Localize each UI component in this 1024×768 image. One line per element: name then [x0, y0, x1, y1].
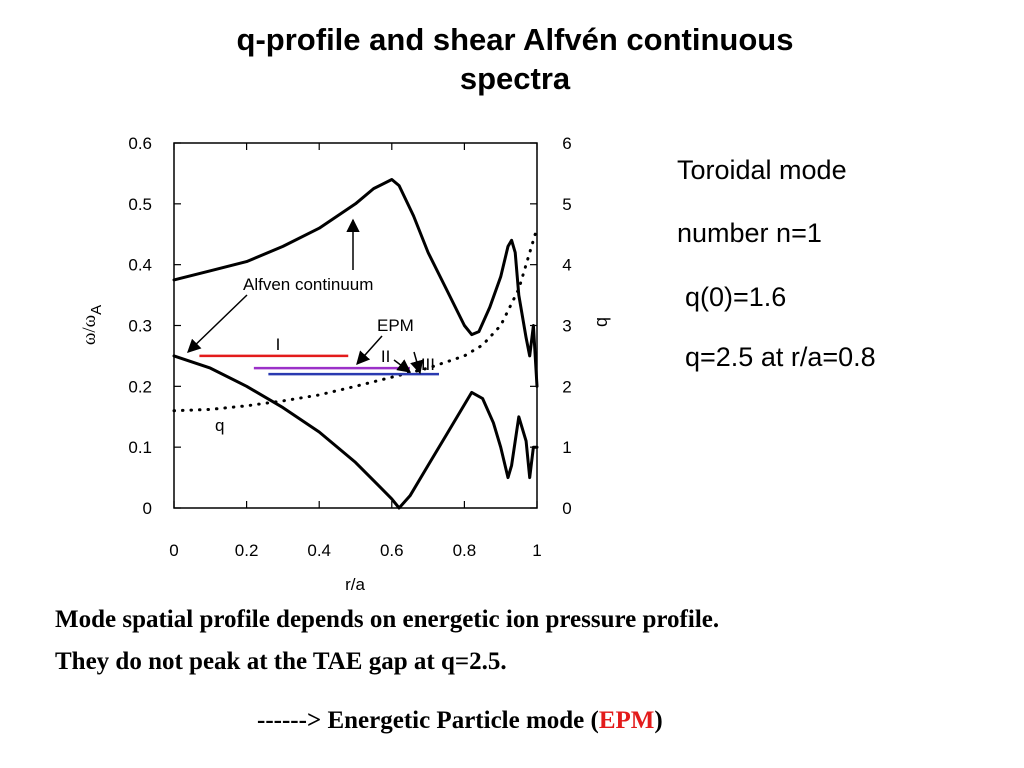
series-line-continuum-upper [172, 178, 539, 388]
y-tick-label: 0 [143, 499, 152, 518]
x-tick-label: 0.6 [380, 541, 404, 560]
x-tick-label: 1 [532, 541, 541, 560]
y2-axis-label-text: b [593, 317, 613, 327]
caption-line-3: ------> Energetic Particle mode (EPM) [257, 707, 663, 735]
x-tick-label: 0.8 [453, 541, 477, 560]
y-tick-label: 0.5 [128, 195, 152, 214]
ticks-group: 0 0.2 0.4 0.6 0.8 1 0 0.1 0.2 0.3 0.4 0.5 0.6 0 1 2 3 4 5 6 [128, 134, 571, 560]
caption-epm-highlight: EPM [598, 707, 655, 734]
x-tick-label: 0 [169, 541, 178, 560]
y2-tick-label: 4 [562, 256, 571, 275]
mode-label-III: III [421, 355, 435, 374]
mode-label-I: I [276, 335, 281, 354]
epm-label: EPM [377, 316, 414, 335]
y2-tick-label: 5 [562, 195, 571, 214]
x-axis-label: r/a [345, 575, 365, 594]
series-line-continuum-lower [172, 354, 539, 510]
y-tick-label: 0.6 [128, 134, 152, 153]
x-tick-label: 0.2 [235, 541, 259, 560]
epm-arrow [356, 335, 383, 366]
y-axis-label: ω/ωA [79, 305, 105, 345]
y2-tick-label: 1 [562, 438, 571, 457]
x-tick-label: 0.4 [307, 541, 331, 560]
caption-line-1: Mode spatial profile depends on energeti… [55, 606, 720, 633]
info-mode-number: number n=1 [677, 218, 822, 248]
y2-tick-label: 3 [562, 317, 571, 336]
caption-line-2: They do not peak at the TAE gap at q=2.5… [55, 648, 507, 675]
mode-iii-arrow [410, 351, 424, 375]
y-tick-label: 0.3 [128, 317, 152, 336]
mode-label-II: II [381, 347, 390, 366]
q-profile-chart: 0 0.2 0.4 0.6 0.8 1 0 0.1 0.2 0.3 0.4 0.5 0.6 0 1 2 3 4 5 6… [79, 134, 613, 594]
y2-tick-label: 0 [562, 499, 571, 518]
y2-tick-label: 2 [562, 377, 571, 396]
mode-ii-arrow [393, 359, 412, 373]
info-q-at-ra: q=2.5 at r/a=0.8 [685, 342, 876, 372]
info-toroidal-mode: Toroidal mode [677, 155, 847, 185]
title-line-1: q-profile and shear Alfvén continuous [236, 22, 794, 57]
y-axis-label-sub: A [88, 305, 105, 315]
series-group [172, 178, 539, 510]
q-curve-label: q [215, 416, 224, 435]
y2-axis-label: b [593, 317, 613, 327]
alfven-continuum-label: Alfven continuum [243, 275, 373, 294]
y-tick-label: 0.4 [128, 256, 152, 275]
caption-line-3-prefix: ------> Energetic Particle mode ( [257, 707, 599, 734]
modes-group: III III [199, 335, 439, 376]
y-tick-label: 0.2 [128, 377, 152, 396]
series-line-q [172, 226, 539, 413]
caption-line-3-suffix: ) [654, 707, 663, 734]
y-axis-label-main: ω/ω [79, 315, 100, 345]
slide-title: q-profile and shear Alfvén continuous sp… [100, 20, 930, 98]
y2-tick-label: 6 [562, 134, 571, 153]
svg-text:ω/ωA: ω/ωA [79, 305, 105, 345]
y-tick-label: 0.1 [128, 438, 152, 457]
info-q0: q(0)=1.6 [685, 282, 787, 312]
title-line-2: spectra [459, 61, 571, 96]
alfven-arrow-left [187, 294, 248, 353]
